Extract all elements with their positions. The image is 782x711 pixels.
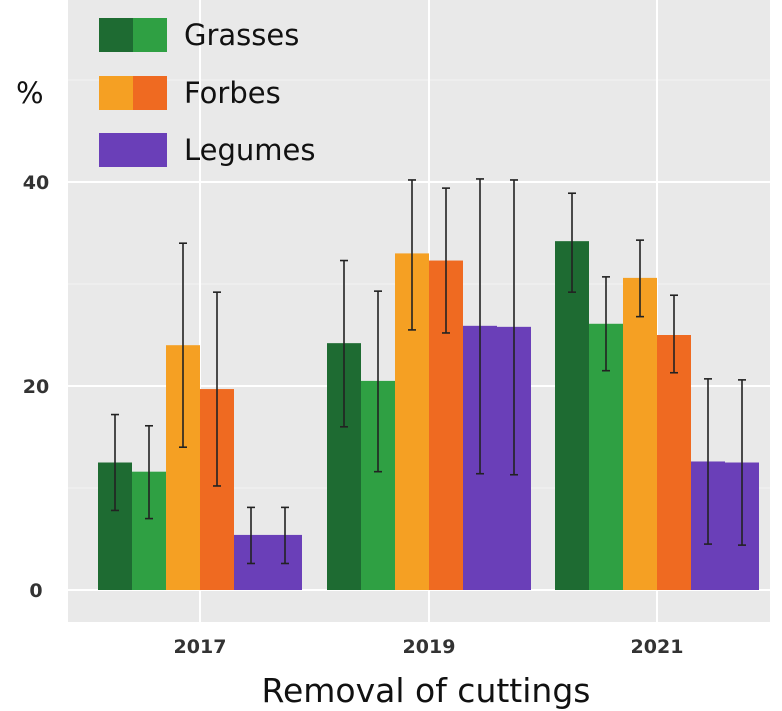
x-tick-label: 2021 [631,636,684,658]
bar-forbes-2021 [657,335,691,590]
legend-label-legumes: Legumes [184,133,315,167]
legend-swatch-right [133,76,167,110]
legend-label-forbes: Forbes [184,76,281,110]
legend: Grasses Forbes Legumes [99,18,315,167]
bar-grasses-2021 [555,241,589,590]
bars [98,241,759,590]
legend-label-grasses: Grasses [184,18,299,52]
y-axis-unit-label: % [16,76,44,110]
y-tick-labels: 0 20 40 [23,172,49,602]
legend-swatch-left [99,76,133,110]
bar-forbes-2021 [623,277,657,590]
legend-swatch-right [133,18,167,52]
x-tick-label: 2019 [403,636,456,658]
legend-swatch-right [133,133,167,167]
error-bars [111,178,746,565]
x-tick-label: 2017 [174,636,227,658]
x-tick-labels: 2017 2019 2021 [174,636,684,658]
y-tick-label: 40 [23,172,49,194]
legend-swatch-left [99,18,133,52]
y-tick-label: 0 [29,580,42,602]
x-axis-label: Removal of cuttings [262,671,591,710]
y-tick-label: 20 [23,376,49,398]
legend-swatch-left [99,133,133,167]
